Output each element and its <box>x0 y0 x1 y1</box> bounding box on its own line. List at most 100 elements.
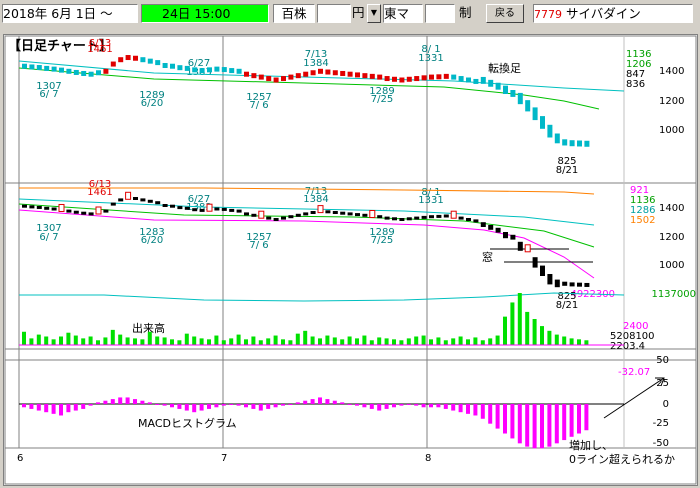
candle-down <box>214 207 220 211</box>
volume-bar <box>554 334 559 345</box>
candle-down <box>517 241 523 251</box>
macd-bar <box>118 397 123 404</box>
back-button[interactable]: 戻る <box>486 4 524 23</box>
price-annotation: 1383 <box>186 67 211 78</box>
price-annotation: 1289 <box>369 227 394 238</box>
candle-bar <box>258 74 264 80</box>
candle-down <box>177 206 183 210</box>
macd-bar <box>421 404 426 408</box>
volume-bar <box>332 337 337 345</box>
volume-bar <box>44 336 49 345</box>
candle-bar <box>525 100 531 112</box>
candle-down <box>532 257 538 268</box>
macd-bar <box>540 404 544 449</box>
candle-bar <box>517 92 523 105</box>
volume-bar <box>51 339 56 345</box>
stock-field[interactable]: 7779 サイバダイン <box>533 4 693 23</box>
candle-bar <box>577 140 582 147</box>
macd-bar <box>59 404 63 416</box>
price-field[interactable] <box>317 4 351 23</box>
volume-bar <box>192 336 197 345</box>
volume-bar <box>443 340 448 345</box>
macd-bar <box>443 404 448 409</box>
p2-label: 窓 <box>482 250 493 264</box>
candle-up <box>58 203 65 212</box>
candle-down <box>443 214 449 218</box>
p4-ytick: -50 <box>653 438 669 449</box>
volume-bar <box>295 333 300 345</box>
candle-bar <box>340 70 346 76</box>
macd-bar <box>369 404 374 409</box>
macd-bar <box>392 404 396 408</box>
volume-bar <box>377 337 382 345</box>
volume-bar <box>414 336 419 345</box>
candle-down <box>473 219 479 223</box>
candle-bar <box>569 140 575 147</box>
macd-bar <box>51 404 56 414</box>
volume-bar <box>125 337 130 345</box>
candle-down <box>480 222 486 227</box>
candle-up <box>369 210 376 218</box>
macd-bar <box>244 404 248 408</box>
candle-bar <box>532 107 538 121</box>
volume-bar <box>458 336 463 345</box>
candle-bar <box>273 77 279 83</box>
macd-bar <box>266 404 271 409</box>
p3-label: 出来高 <box>132 321 165 335</box>
date-to-field[interactable]: 24日 15:00 <box>141 4 269 23</box>
p1-value: 1136 <box>626 49 651 60</box>
price-annotation: 8/ 1 <box>421 44 440 55</box>
candle-bar <box>73 69 79 75</box>
market-field[interactable]: 東マ <box>383 4 423 23</box>
candle-down <box>332 211 338 214</box>
macd-bar <box>377 404 382 411</box>
volume-bar <box>340 339 345 345</box>
candle-down <box>236 209 242 213</box>
candle-bar <box>244 71 249 77</box>
unit-field[interactable]: 百株 <box>273 4 315 23</box>
market-value-field[interactable] <box>425 4 455 23</box>
p4-comment: 増加し、 <box>569 439 613 452</box>
candle-bar <box>399 77 405 83</box>
candle-bar <box>510 90 516 97</box>
price-annotation: 1257 <box>246 92 271 103</box>
candle-bar <box>436 74 442 80</box>
currency-dropdown-icon[interactable]: ▼ <box>367 4 381 23</box>
price-annotation: 8/ 1 <box>421 187 440 198</box>
candle-down <box>44 206 50 210</box>
volume-bar <box>177 340 182 345</box>
volume-bar <box>66 332 71 345</box>
candle-bar <box>207 67 212 73</box>
macd-bar <box>214 404 219 408</box>
toolbar: 2018年 6月 1日 ～ 24日 15:00 百株 円 ▼ 東マ 制 戻る 7… <box>0 0 700 28</box>
price-annotation: 7/13 <box>305 49 327 60</box>
candle-up <box>95 206 102 215</box>
p4-ytick: 25 <box>656 378 669 389</box>
candle-down <box>51 207 57 211</box>
macd-bar <box>451 404 456 411</box>
date-from-field[interactable]: 2018年 6月 1日 ～ <box>2 4 138 23</box>
macd-bar <box>88 404 93 406</box>
macd-bar <box>318 397 322 404</box>
p1-ytick: 1000 <box>659 125 684 136</box>
candle-down <box>118 198 124 202</box>
candle-bar <box>36 65 42 71</box>
macd-bar <box>584 404 589 431</box>
macd-bar <box>332 400 337 404</box>
macd-bar <box>184 404 189 411</box>
candle-down <box>140 198 146 202</box>
macd-bar <box>133 399 137 404</box>
candle-bar <box>362 73 368 79</box>
macd-bar <box>155 404 160 405</box>
candle-bar <box>325 69 331 75</box>
candle-bar <box>266 76 272 82</box>
volume-bar <box>207 339 211 345</box>
candle-down <box>229 208 235 212</box>
x-tick: 7 <box>221 453 227 464</box>
macd-bar <box>414 404 419 406</box>
candle-down <box>199 208 205 212</box>
volume-bar <box>236 334 241 345</box>
candle-down <box>266 216 272 220</box>
macd-bar <box>170 404 174 408</box>
macd-bar <box>429 404 433 408</box>
